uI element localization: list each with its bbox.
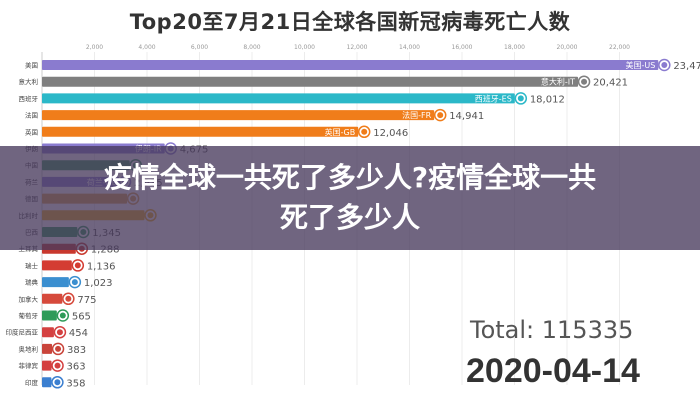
x-tick-label: 2,000 [86, 44, 103, 51]
flag-dot [54, 379, 61, 386]
flag-dot [54, 362, 61, 369]
chart-title: Top20至7月21日全球各国新冠病毒死亡人数 [129, 10, 571, 34]
flag-dot [56, 329, 63, 336]
value-label: 383 [67, 345, 86, 356]
category-label: 菲律宾 [19, 361, 39, 370]
bar-tag-label: 西班牙-ES [475, 93, 512, 103]
flag-dot [517, 95, 524, 102]
x-tick-label: 20,000 [557, 44, 578, 51]
category-label: 西班牙 [19, 94, 39, 103]
banner-line-1: 疫情全球一共死了多少人?疫情全球一共 [103, 161, 597, 194]
value-label: 565 [72, 312, 91, 323]
category-label: 英国 [25, 127, 38, 136]
category-label: 瑞典 [25, 278, 39, 287]
bar-tag-label: 法国-FR [402, 110, 431, 120]
value-label: 23,479 [673, 61, 700, 72]
bar [42, 93, 515, 104]
bar-tag-label: 美国-US [625, 60, 655, 70]
bar [42, 126, 359, 137]
total-count: Total: 115335 [470, 316, 634, 344]
flag-dot [71, 279, 78, 286]
bar-tag-label: 英国-GB [325, 127, 356, 137]
banner-line-2: 死了多少人 [279, 201, 420, 234]
x-tick-label: 10,000 [294, 44, 315, 51]
x-tick-label: 22,000 [609, 44, 630, 51]
bar [42, 377, 52, 388]
category-label: 印度尼西亚 [6, 328, 39, 337]
bar [42, 260, 72, 271]
bar [42, 110, 435, 121]
value-label: 363 [67, 362, 86, 373]
value-label: 1,136 [87, 261, 116, 272]
category-label: 意大利 [19, 77, 39, 86]
value-label: 358 [66, 378, 85, 389]
bar [42, 76, 579, 87]
bar [42, 310, 57, 321]
bar [42, 60, 659, 70]
value-label: 12,046 [373, 128, 408, 139]
category-label: 美国 [25, 61, 38, 70]
x-tick-label: 12,000 [347, 44, 368, 51]
value-label: 14,941 [449, 111, 484, 122]
category-label: 印度 [25, 378, 39, 387]
value-label: 454 [69, 328, 88, 339]
category-label: 瑞士 [25, 261, 39, 270]
value-label: 1,288 [91, 245, 120, 256]
value-label: 20,421 [593, 78, 628, 89]
category-label: 奥地利 [19, 344, 39, 353]
x-tick-label: 18,000 [504, 44, 525, 51]
bar [42, 277, 69, 288]
flag-dot [581, 78, 588, 85]
x-tick-label: 14,000 [399, 44, 420, 51]
flag-dot [59, 312, 66, 319]
x-tick-label: 4,000 [138, 44, 155, 51]
flag-dot [437, 112, 444, 119]
overlay-banner [0, 146, 700, 250]
bar [42, 360, 52, 371]
x-tick-label: 6,000 [191, 44, 208, 51]
flag-dot [661, 62, 668, 68]
bar [42, 327, 54, 338]
x-tick-label: 16,000 [452, 44, 473, 51]
flag-dot [74, 262, 81, 269]
value-label: 1,023 [84, 278, 113, 289]
value-label: 775 [77, 295, 96, 306]
value-label: 18,012 [530, 94, 565, 105]
flag-dot [55, 345, 62, 352]
flag-dot [65, 295, 72, 302]
bar [42, 343, 53, 354]
category-label: 加拿大 [19, 294, 39, 303]
category-label: 法国 [25, 111, 38, 120]
bar-tag-label: 意大利-IT [541, 77, 575, 87]
banner-text: 疫情全球一共死了多少人?疫情全球一共 死了多少人 [0, 158, 700, 238]
category-label: 葡萄牙 [19, 311, 39, 320]
x-tick-label: 8,000 [243, 44, 260, 51]
flag-dot [361, 128, 368, 135]
bar [42, 293, 63, 304]
date-label: 2020-04-14 [466, 352, 640, 390]
